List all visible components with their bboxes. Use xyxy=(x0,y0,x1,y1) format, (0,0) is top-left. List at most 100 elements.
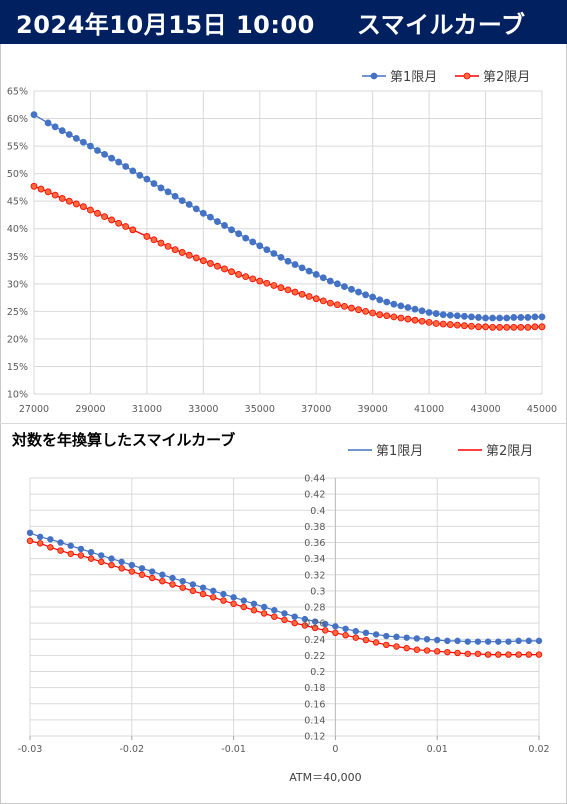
data-point-series-2 xyxy=(108,216,116,224)
smile-curve-chart: 10% 15% 20% 25% 30% 35% 40% 45% 50% 55% 60% 65% 2700… xyxy=(7,70,557,415)
data-point-series-1 xyxy=(240,597,247,604)
y-tick-label: 0.2 xyxy=(310,667,325,678)
data-point-series-2 xyxy=(454,649,461,657)
data-point-series-2 xyxy=(270,282,278,289)
data-point-series-2 xyxy=(322,627,329,634)
data-point-series-1 xyxy=(159,571,166,578)
data-point-series-2 xyxy=(250,607,258,614)
y-tick-label: 0.3 xyxy=(310,586,325,597)
data-point-series-1 xyxy=(332,623,339,630)
data-point-series-2 xyxy=(58,195,66,202)
data-point-series-1 xyxy=(57,539,64,546)
data-point-series-2 xyxy=(263,279,271,287)
data-point-series-1 xyxy=(525,637,533,645)
data-point-series-1 xyxy=(108,154,116,162)
data-point-series-1 xyxy=(322,620,329,628)
data-point-series-2 xyxy=(230,600,237,607)
data-point-series-2 xyxy=(376,311,384,319)
data-point-series-2 xyxy=(413,646,421,653)
data-point-series-1 xyxy=(352,627,359,635)
data-point-series-2 xyxy=(510,323,518,331)
x-axis-label: ATM＝40,000 xyxy=(289,771,361,784)
data-point-series-1 xyxy=(143,175,151,183)
data-point-series-1 xyxy=(221,222,228,229)
data-point-series-1 xyxy=(446,311,454,319)
legend-marker-2 xyxy=(463,72,471,80)
data-point-series-2 xyxy=(291,288,299,296)
x-tick-label: 41000 xyxy=(414,404,444,415)
series-line-1 xyxy=(29,532,539,643)
y-tick-label: 0.4 xyxy=(310,506,325,517)
data-point-series-1 xyxy=(291,613,298,620)
data-point-series-1 xyxy=(284,257,292,265)
data-point-series-1 xyxy=(348,285,355,293)
chart2-title: 対数を年換算したスマイルカーブ xyxy=(12,431,236,449)
x-tick-label: -0.01 xyxy=(221,744,246,755)
x-tick-label: 45000 xyxy=(527,404,557,415)
data-point-series-2 xyxy=(369,309,377,317)
data-point-series-1 xyxy=(164,188,172,196)
data-point-series-1 xyxy=(413,635,421,642)
x-tick-label: 31000 xyxy=(132,404,162,415)
data-point-series-1 xyxy=(242,234,250,242)
data-point-series-1 xyxy=(199,584,207,591)
legend-marker-1 xyxy=(370,72,378,80)
data-point-series-1 xyxy=(94,147,101,154)
data-point-series-2 xyxy=(67,550,74,557)
data-point-series-1 xyxy=(411,305,419,313)
data-point-series-1 xyxy=(67,542,74,549)
data-point-series-2 xyxy=(525,651,533,658)
data-point-series-2 xyxy=(517,323,525,331)
data-point-series-2 xyxy=(342,632,349,639)
data-point-series-2 xyxy=(159,577,166,585)
x-tick-label: 43000 xyxy=(470,404,500,415)
y-tick-label: 0.28 xyxy=(304,603,325,614)
data-point-series-1 xyxy=(260,603,268,611)
data-point-series-1 xyxy=(122,163,130,170)
data-point-series-2 xyxy=(495,651,502,658)
data-point-series-2 xyxy=(249,275,257,283)
x-tick-label: 29000 xyxy=(75,404,105,415)
data-point-series-1 xyxy=(214,218,221,225)
data-point-series-2 xyxy=(311,624,319,632)
x-tick-label: 37000 xyxy=(301,404,331,415)
data-point-series-1 xyxy=(87,142,94,150)
data-point-series-1 xyxy=(101,150,108,158)
data-point-series-2 xyxy=(115,219,123,227)
data-point-series-1 xyxy=(128,561,135,569)
divider xyxy=(0,423,567,424)
y-tick-label: 30% xyxy=(7,279,28,290)
data-point-series-1 xyxy=(484,638,492,645)
data-point-series-2 xyxy=(77,552,85,559)
data-point-series-2 xyxy=(44,188,52,196)
data-point-series-1 xyxy=(79,138,87,146)
data-point-series-2 xyxy=(301,622,309,629)
data-point-series-1 xyxy=(468,313,475,321)
data-point-series-1 xyxy=(495,638,502,645)
data-point-series-1 xyxy=(524,314,532,321)
data-point-series-1 xyxy=(326,277,334,285)
y-tick-label: 0.42 xyxy=(304,490,325,501)
y-tick-label: 0.18 xyxy=(304,683,325,694)
data-point-series-1 xyxy=(150,180,158,187)
y-tick-label: 15% xyxy=(7,362,28,373)
data-point-series-1 xyxy=(341,283,348,290)
data-point-series-1 xyxy=(98,552,105,559)
data-point-series-1 xyxy=(189,581,197,588)
data-point-series-1 xyxy=(291,261,299,268)
data-point-series-2 xyxy=(434,648,441,655)
data-point-series-1 xyxy=(503,314,511,322)
data-point-series-1 xyxy=(535,637,543,645)
data-point-series-2 xyxy=(383,641,390,649)
data-point-series-1 xyxy=(157,184,165,192)
data-point-series-2 xyxy=(199,257,207,265)
data-point-series-2 xyxy=(423,647,431,654)
data-point-series-2 xyxy=(221,265,228,273)
header-bar: 2024年10月15日 10:00 スマイルカーブ xyxy=(0,0,567,44)
data-point-series-1 xyxy=(531,313,539,321)
data-point-series-2 xyxy=(108,561,115,569)
data-point-series-2 xyxy=(118,565,125,572)
data-point-series-1 xyxy=(228,226,235,234)
data-point-series-1 xyxy=(138,565,146,572)
y-tick-label: 0.32 xyxy=(304,570,325,581)
